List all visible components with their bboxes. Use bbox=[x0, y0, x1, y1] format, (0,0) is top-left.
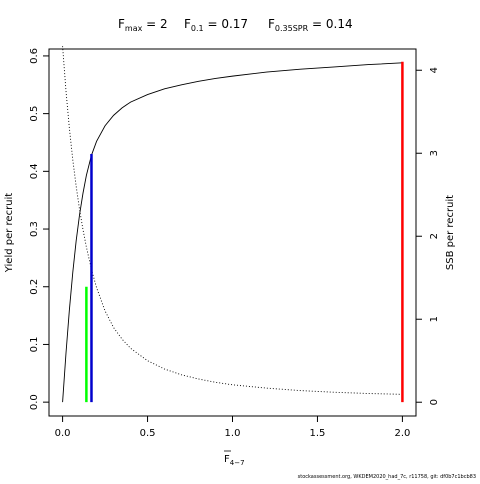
y-right-tick-label: 3 bbox=[429, 150, 440, 156]
y-axis-left: 0.0 0.1 0.2 0.3 0.4 0.5 0.6 bbox=[29, 48, 50, 410]
x-axis: 0.0 0.5 1.0 1.5 2.0 bbox=[55, 415, 410, 439]
x-axis-title-sub: 4−7 bbox=[230, 459, 245, 467]
curve-layer bbox=[62, 46, 403, 403]
chart-title-fmax-rest: = 2 bbox=[142, 17, 167, 31]
y-tick-label: 0.2 bbox=[29, 279, 40, 295]
chart-title-fmax: Fmax = 2 bbox=[118, 17, 168, 33]
x-axis-title: F4−7 bbox=[224, 454, 245, 467]
chart-title-fspr-sub: 0.35SPR bbox=[275, 24, 309, 33]
y-axis-right-title: SSB per recruit bbox=[445, 195, 456, 270]
x-tick-label: 1.5 bbox=[310, 428, 326, 439]
y-axis-right: 0 1 2 3 4 bbox=[415, 67, 440, 405]
y-tick-label: 0.4 bbox=[29, 163, 40, 179]
y-right-tick-label: 1 bbox=[429, 316, 440, 322]
chart-title-f01: F0.1 = 0.17 bbox=[184, 17, 248, 33]
y-axis-left-title: Yield per recruit bbox=[4, 193, 15, 274]
y-tick-label: 0.1 bbox=[29, 336, 40, 352]
chart-title-f01-main: F bbox=[184, 17, 191, 31]
y-tick-label: 0.0 bbox=[29, 394, 40, 410]
chart-title-fspr-main: F bbox=[268, 17, 275, 31]
chart-title-fmax-main: F bbox=[118, 17, 125, 31]
y-tick-label: 0.6 bbox=[29, 48, 40, 64]
x-tick-label: 2.0 bbox=[394, 428, 410, 439]
y-right-tick-label: 4 bbox=[429, 67, 440, 73]
x-tick-label: 1.0 bbox=[225, 428, 241, 439]
chart-title-fspr-rest: = 0.14 bbox=[308, 17, 352, 31]
chart-title-fspr: F0.35SPR = 0.14 bbox=[268, 17, 353, 33]
y-right-tick-label: 2 bbox=[429, 233, 440, 239]
footer-credit: stockassessment.org, WKDEM2020_had_7c, r… bbox=[298, 474, 476, 480]
y-right-tick-label: 0 bbox=[429, 399, 440, 405]
x-axis-title-main: F bbox=[224, 454, 230, 465]
yield-per-recruit-curve bbox=[62, 62, 403, 403]
chart-title-f01-rest: = 0.17 bbox=[204, 17, 248, 31]
y-tick-label: 0.5 bbox=[29, 106, 40, 122]
x-tick-label: 0.0 bbox=[55, 428, 71, 439]
chart-title-fmax-sub: max bbox=[125, 24, 143, 33]
y-tick-label: 0.3 bbox=[29, 221, 40, 237]
reference-line-layer bbox=[85, 61, 404, 403]
x-tick-label: 0.5 bbox=[140, 428, 156, 439]
chart-title-f01-sub: 0.1 bbox=[191, 24, 204, 33]
